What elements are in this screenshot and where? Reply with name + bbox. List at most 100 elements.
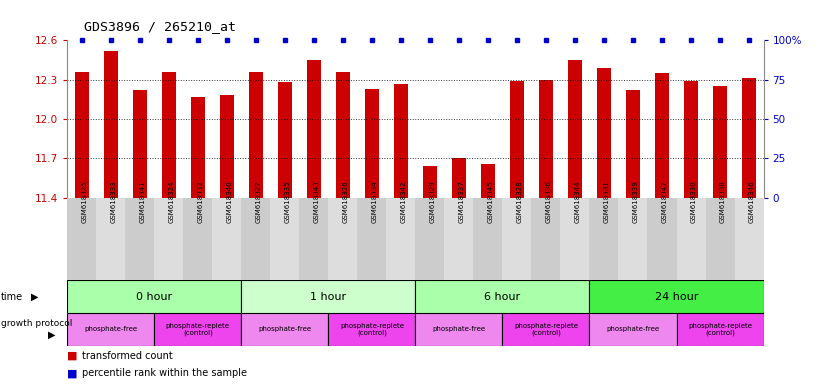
Text: GSM618329: GSM618329	[430, 180, 436, 223]
Bar	[75, 72, 89, 198]
Text: ■: ■	[67, 351, 78, 361]
Bar	[481, 164, 495, 198]
Text: percentile rank within the sample: percentile rank within the sample	[82, 368, 247, 378]
Bar	[190, 97, 205, 198]
Bar	[249, 72, 264, 198]
Bar	[220, 95, 234, 198]
Bar	[589, 198, 618, 280]
Text: phosphate-free: phosphate-free	[433, 326, 485, 332]
Text: GSM618333: GSM618333	[111, 180, 117, 223]
Bar	[394, 84, 408, 198]
Text: GSM618344: GSM618344	[575, 180, 581, 223]
Bar	[705, 198, 735, 280]
Text: GSM618341: GSM618341	[140, 180, 146, 223]
Text: growth protocol: growth protocol	[1, 319, 72, 328]
Bar	[270, 198, 300, 280]
Bar	[328, 313, 415, 346]
Text: GSM618339: GSM618339	[633, 180, 639, 223]
Bar	[67, 198, 96, 280]
Bar	[618, 198, 648, 280]
Text: GSM618340: GSM618340	[227, 180, 233, 223]
Bar	[328, 198, 357, 280]
Text: phosphate-free: phosphate-free	[607, 326, 659, 332]
Bar	[415, 313, 502, 346]
Text: 6 hour: 6 hour	[484, 291, 521, 302]
Text: GSM618336: GSM618336	[546, 180, 552, 223]
Bar	[684, 81, 698, 198]
Bar	[307, 60, 321, 198]
Bar	[126, 198, 154, 280]
Bar	[735, 198, 764, 280]
Bar	[365, 89, 379, 198]
Bar	[655, 73, 669, 198]
Text: ▶: ▶	[48, 330, 55, 340]
Bar	[531, 198, 561, 280]
Bar	[452, 159, 466, 198]
Text: GSM618327: GSM618327	[256, 180, 262, 223]
Bar	[568, 60, 582, 198]
Bar	[742, 78, 756, 198]
Text: ■: ■	[67, 368, 78, 378]
Bar	[241, 198, 270, 280]
Bar	[510, 81, 525, 198]
Bar	[96, 198, 126, 280]
Text: GSM618325: GSM618325	[82, 180, 88, 223]
Text: phosphate-free: phosphate-free	[259, 326, 311, 332]
Text: GSM618328: GSM618328	[517, 180, 523, 223]
Bar	[241, 280, 415, 313]
Text: GSM618345: GSM618345	[488, 180, 494, 223]
Bar	[423, 166, 438, 198]
Bar	[183, 198, 213, 280]
Bar	[589, 280, 764, 313]
Bar	[677, 313, 764, 346]
Bar	[213, 198, 241, 280]
Text: phosphate-replete
(control): phosphate-replete (control)	[514, 323, 578, 336]
Text: GSM618346: GSM618346	[749, 180, 755, 223]
Bar	[154, 198, 183, 280]
Text: ▶: ▶	[31, 291, 39, 302]
Bar	[713, 86, 727, 198]
Bar	[561, 198, 589, 280]
Text: GSM618330: GSM618330	[691, 180, 697, 223]
Text: GSM618334: GSM618334	[372, 180, 378, 223]
Text: GSM618342: GSM618342	[401, 180, 407, 223]
Bar	[648, 198, 677, 280]
Text: GSM618338: GSM618338	[720, 180, 726, 223]
Bar	[474, 198, 502, 280]
Bar	[415, 198, 444, 280]
Text: GSM618332: GSM618332	[198, 180, 204, 223]
Bar	[67, 280, 241, 313]
Bar	[300, 198, 328, 280]
Bar	[357, 198, 387, 280]
Bar	[103, 51, 118, 198]
Bar	[241, 313, 328, 346]
Bar	[502, 198, 531, 280]
Bar	[589, 313, 677, 346]
Text: 1 hour: 1 hour	[310, 291, 346, 302]
Bar	[597, 68, 611, 198]
Text: phosphate-replete
(control): phosphate-replete (control)	[340, 323, 404, 336]
Text: GSM618324: GSM618324	[169, 180, 175, 223]
Bar	[677, 198, 705, 280]
Text: GSM618335: GSM618335	[285, 180, 291, 223]
Text: phosphate-free: phosphate-free	[85, 326, 137, 332]
Bar	[444, 198, 474, 280]
Text: GSM618343: GSM618343	[314, 180, 320, 223]
Bar	[415, 280, 589, 313]
Bar	[162, 72, 177, 198]
Bar	[626, 90, 640, 198]
Bar	[336, 72, 351, 198]
Bar	[67, 313, 154, 346]
Text: GSM618331: GSM618331	[604, 180, 610, 223]
Text: GSM618326: GSM618326	[343, 180, 349, 223]
Bar	[387, 198, 415, 280]
Bar	[154, 313, 241, 346]
Text: GSM618347: GSM618347	[662, 180, 668, 223]
Text: transformed count: transformed count	[82, 351, 173, 361]
Bar	[539, 79, 553, 198]
Bar	[133, 90, 147, 198]
Text: 24 hour: 24 hour	[655, 291, 698, 302]
Text: phosphate-replete
(control): phosphate-replete (control)	[688, 323, 752, 336]
Bar	[502, 313, 589, 346]
Bar	[277, 82, 292, 198]
